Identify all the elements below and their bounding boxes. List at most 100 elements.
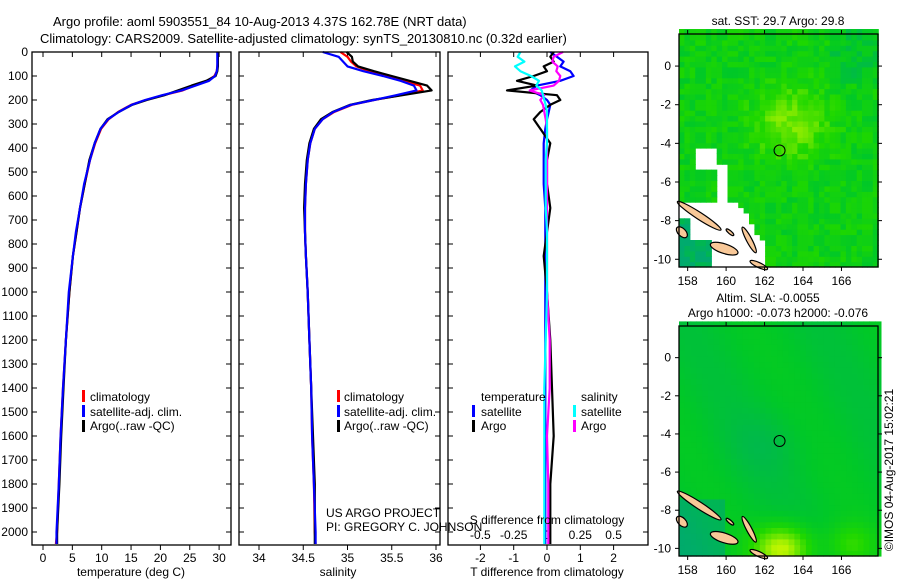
map-cell (754, 207, 761, 214)
map-cell (829, 137, 836, 144)
map-cell (695, 83, 702, 90)
map-cell (817, 464, 824, 471)
map-cell (817, 378, 824, 385)
map-cell (689, 131, 696, 138)
map-cell (846, 350, 853, 357)
map-cell (824, 202, 831, 209)
map-cell (834, 521, 842, 528)
map-cell (863, 504, 870, 511)
map-cell (722, 115, 729, 122)
map-cell (696, 327, 703, 334)
map-cell (695, 39, 702, 46)
map-cell (805, 407, 813, 414)
map-cell (802, 56, 809, 62)
map-cell (811, 447, 819, 454)
map-cell (823, 327, 830, 334)
map-cell (813, 104, 820, 111)
map-cell (722, 61, 729, 68)
map-cell (696, 475, 703, 483)
map-cell (794, 332, 801, 340)
map-cell (867, 256, 874, 263)
map-cell (823, 453, 830, 460)
map-cell (845, 175, 852, 181)
map-cell (679, 29, 685, 35)
map-cell (851, 256, 858, 263)
map-cell (732, 99, 739, 106)
map-cell (684, 120, 691, 127)
map-cell (788, 430, 795, 437)
map-cell (770, 99, 777, 106)
map-cell (862, 256, 868, 263)
map-cell (748, 481, 755, 488)
map-cell (748, 516, 755, 523)
map-cell (788, 327, 795, 334)
map-cell (823, 430, 830, 437)
map-cell (792, 207, 799, 214)
map-cell (829, 61, 836, 68)
map-cell (777, 430, 784, 437)
map-cell (748, 332, 755, 340)
map-cell (713, 332, 720, 340)
map-cell (759, 493, 767, 500)
map-cell (786, 153, 793, 160)
map-cell (730, 487, 738, 494)
lat-tick-label: -10 (654, 252, 672, 266)
map-cell (829, 212, 836, 219)
map-cell (754, 61, 761, 68)
map-cell (771, 378, 778, 385)
map-cell (811, 475, 819, 483)
map-cell (730, 470, 738, 477)
map-cell (851, 223, 858, 230)
map-cell (782, 350, 790, 357)
map-cell (679, 470, 686, 477)
map-cell (851, 104, 858, 111)
map-cell (797, 88, 804, 95)
map-cell (702, 338, 709, 345)
map-cell (782, 538, 790, 546)
map-cell (719, 350, 726, 357)
map-cell (684, 164, 691, 171)
map-cell (840, 435, 847, 443)
map-cell (872, 61, 879, 68)
map-cell (808, 218, 815, 225)
map-cell (765, 544, 772, 551)
map-cell (851, 56, 858, 62)
map-cell (794, 401, 801, 408)
map-cell (845, 256, 852, 263)
map-cell (781, 164, 788, 171)
map-cell (727, 110, 734, 117)
map-cell (771, 550, 778, 557)
map-cell (749, 196, 755, 203)
map-cell (725, 418, 732, 425)
map-cell (829, 533, 836, 540)
map-cell (754, 510, 761, 517)
series-satellite-adj-clim (303, 50, 418, 544)
map-cell (851, 126, 858, 133)
map-cell (856, 99, 863, 106)
map-cell (719, 407, 726, 414)
map-cell (770, 245, 777, 252)
map-cell (862, 131, 868, 138)
map-cell (851, 229, 858, 236)
map-cell (759, 126, 766, 133)
map-cell (742, 355, 749, 363)
map-cell (805, 538, 813, 546)
map-cell (679, 464, 686, 471)
map-cell (679, 126, 685, 133)
x-tick-label: 34 (252, 551, 266, 565)
map-cell (707, 413, 715, 420)
map-cell (792, 250, 799, 257)
map-cell (770, 169, 777, 176)
map-cell (869, 401, 876, 408)
map-cell (749, 45, 755, 52)
map-cell (690, 401, 697, 408)
map-cell (834, 498, 842, 506)
map-cell (863, 481, 870, 488)
map-cell (808, 256, 815, 263)
map-cell (695, 56, 702, 62)
map-cell (781, 196, 788, 203)
map-cell (684, 185, 691, 192)
map-cell (834, 344, 842, 351)
map-cell (690, 327, 697, 334)
map-cell (770, 137, 777, 144)
